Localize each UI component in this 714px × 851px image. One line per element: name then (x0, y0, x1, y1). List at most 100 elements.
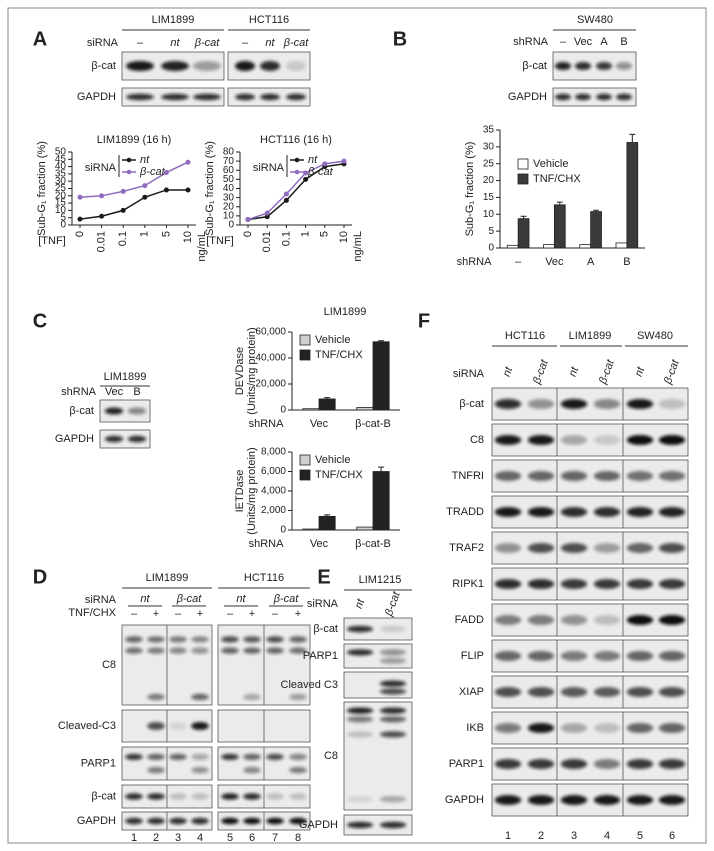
blot-row-label: GAPDH (508, 91, 547, 103)
band (626, 435, 654, 445)
band (243, 647, 261, 654)
band (243, 817, 261, 825)
data-point (163, 187, 169, 193)
band (494, 399, 522, 409)
bar (590, 211, 602, 249)
band (289, 753, 307, 761)
band (658, 723, 686, 733)
band (560, 471, 588, 481)
band (104, 407, 124, 415)
lane-number: 2 (538, 830, 544, 842)
group-label: nt (140, 593, 150, 605)
panel-title: LIM1899 (324, 306, 367, 318)
legend-label: Vehicle (315, 454, 350, 466)
band (593, 471, 621, 481)
x-axis-label: shRNA (249, 538, 285, 550)
band (125, 753, 143, 761)
band (379, 657, 407, 664)
band (494, 507, 522, 517)
band (560, 723, 588, 733)
row-title: siRNA (453, 368, 485, 380)
band (191, 722, 209, 730)
data-point (120, 207, 126, 213)
data-point (322, 161, 328, 167)
blot (217, 709, 311, 743)
band (560, 795, 588, 805)
band (243, 766, 261, 774)
band (658, 687, 686, 697)
chart-title: HCT116 (16 h) (260, 134, 332, 146)
data-point (185, 187, 191, 193)
band (527, 507, 555, 517)
series-line (247, 160, 345, 221)
band (191, 693, 209, 701)
legend-marker (294, 169, 300, 175)
y-tick-label: 10 (55, 205, 67, 216)
y-tick-label: 6,000 (261, 466, 286, 477)
blot-row-label: β-cat (459, 398, 484, 410)
blot (121, 746, 213, 781)
bar (579, 244, 592, 249)
lane-label: β-cat (383, 589, 403, 618)
error-bar (324, 397, 331, 399)
band (555, 62, 571, 70)
blot-row-label: C8 (324, 750, 338, 762)
x-tick-label: Vec (545, 256, 564, 268)
x-tick-label: 1 (300, 231, 312, 237)
band (125, 793, 143, 800)
y-tick-label: 15 (55, 198, 67, 209)
error-bar (593, 209, 600, 212)
band (147, 766, 165, 774)
band (596, 93, 612, 101)
y-tick-label: 0 (228, 220, 234, 231)
legend-title: siRNA (85, 162, 117, 174)
band (193, 93, 221, 101)
cell-line-label: SW480 (637, 330, 673, 342)
blot (99, 429, 151, 449)
blot-row-label: RIPK1 (452, 578, 484, 590)
blot-background (343, 617, 413, 641)
lane-number: 2 (153, 832, 159, 844)
lane-label: – (227, 608, 234, 620)
cell-line-label: SW480 (577, 14, 613, 26)
band (527, 615, 555, 625)
blot (491, 567, 689, 601)
legend-marker (126, 157, 132, 163)
lane-label: – (131, 608, 138, 620)
band (266, 636, 284, 643)
blot (121, 811, 213, 831)
legend-label: β-cat (139, 166, 166, 178)
lane-label: + (295, 608, 301, 620)
blot (227, 51, 311, 81)
lane-label: nt (567, 365, 582, 379)
y-tick-label: 60,000 (255, 327, 286, 338)
lane-label: + (249, 608, 255, 620)
blot (491, 387, 689, 421)
lane-label: nt (265, 37, 275, 49)
band (346, 649, 374, 656)
blot-row-label: β-cat (522, 60, 547, 72)
blot (491, 603, 689, 637)
blot-background (491, 459, 689, 493)
blot (343, 643, 413, 669)
legend-marker (294, 157, 300, 163)
lane-number: 1 (505, 830, 511, 842)
band (260, 93, 280, 101)
band (147, 753, 165, 761)
band (147, 636, 165, 643)
band (346, 821, 374, 829)
band (169, 722, 187, 730)
band (161, 93, 189, 101)
band (169, 647, 187, 654)
band (260, 61, 280, 71)
band (169, 753, 187, 761)
band (527, 543, 555, 553)
figure-border (7, 7, 707, 844)
panel-label: B (393, 28, 407, 50)
band (191, 793, 209, 800)
blot (491, 639, 689, 673)
panel-label: D (33, 566, 47, 588)
band (169, 793, 187, 800)
x-tick-label: 10 (338, 231, 350, 243)
legend-swatch (299, 349, 311, 361)
